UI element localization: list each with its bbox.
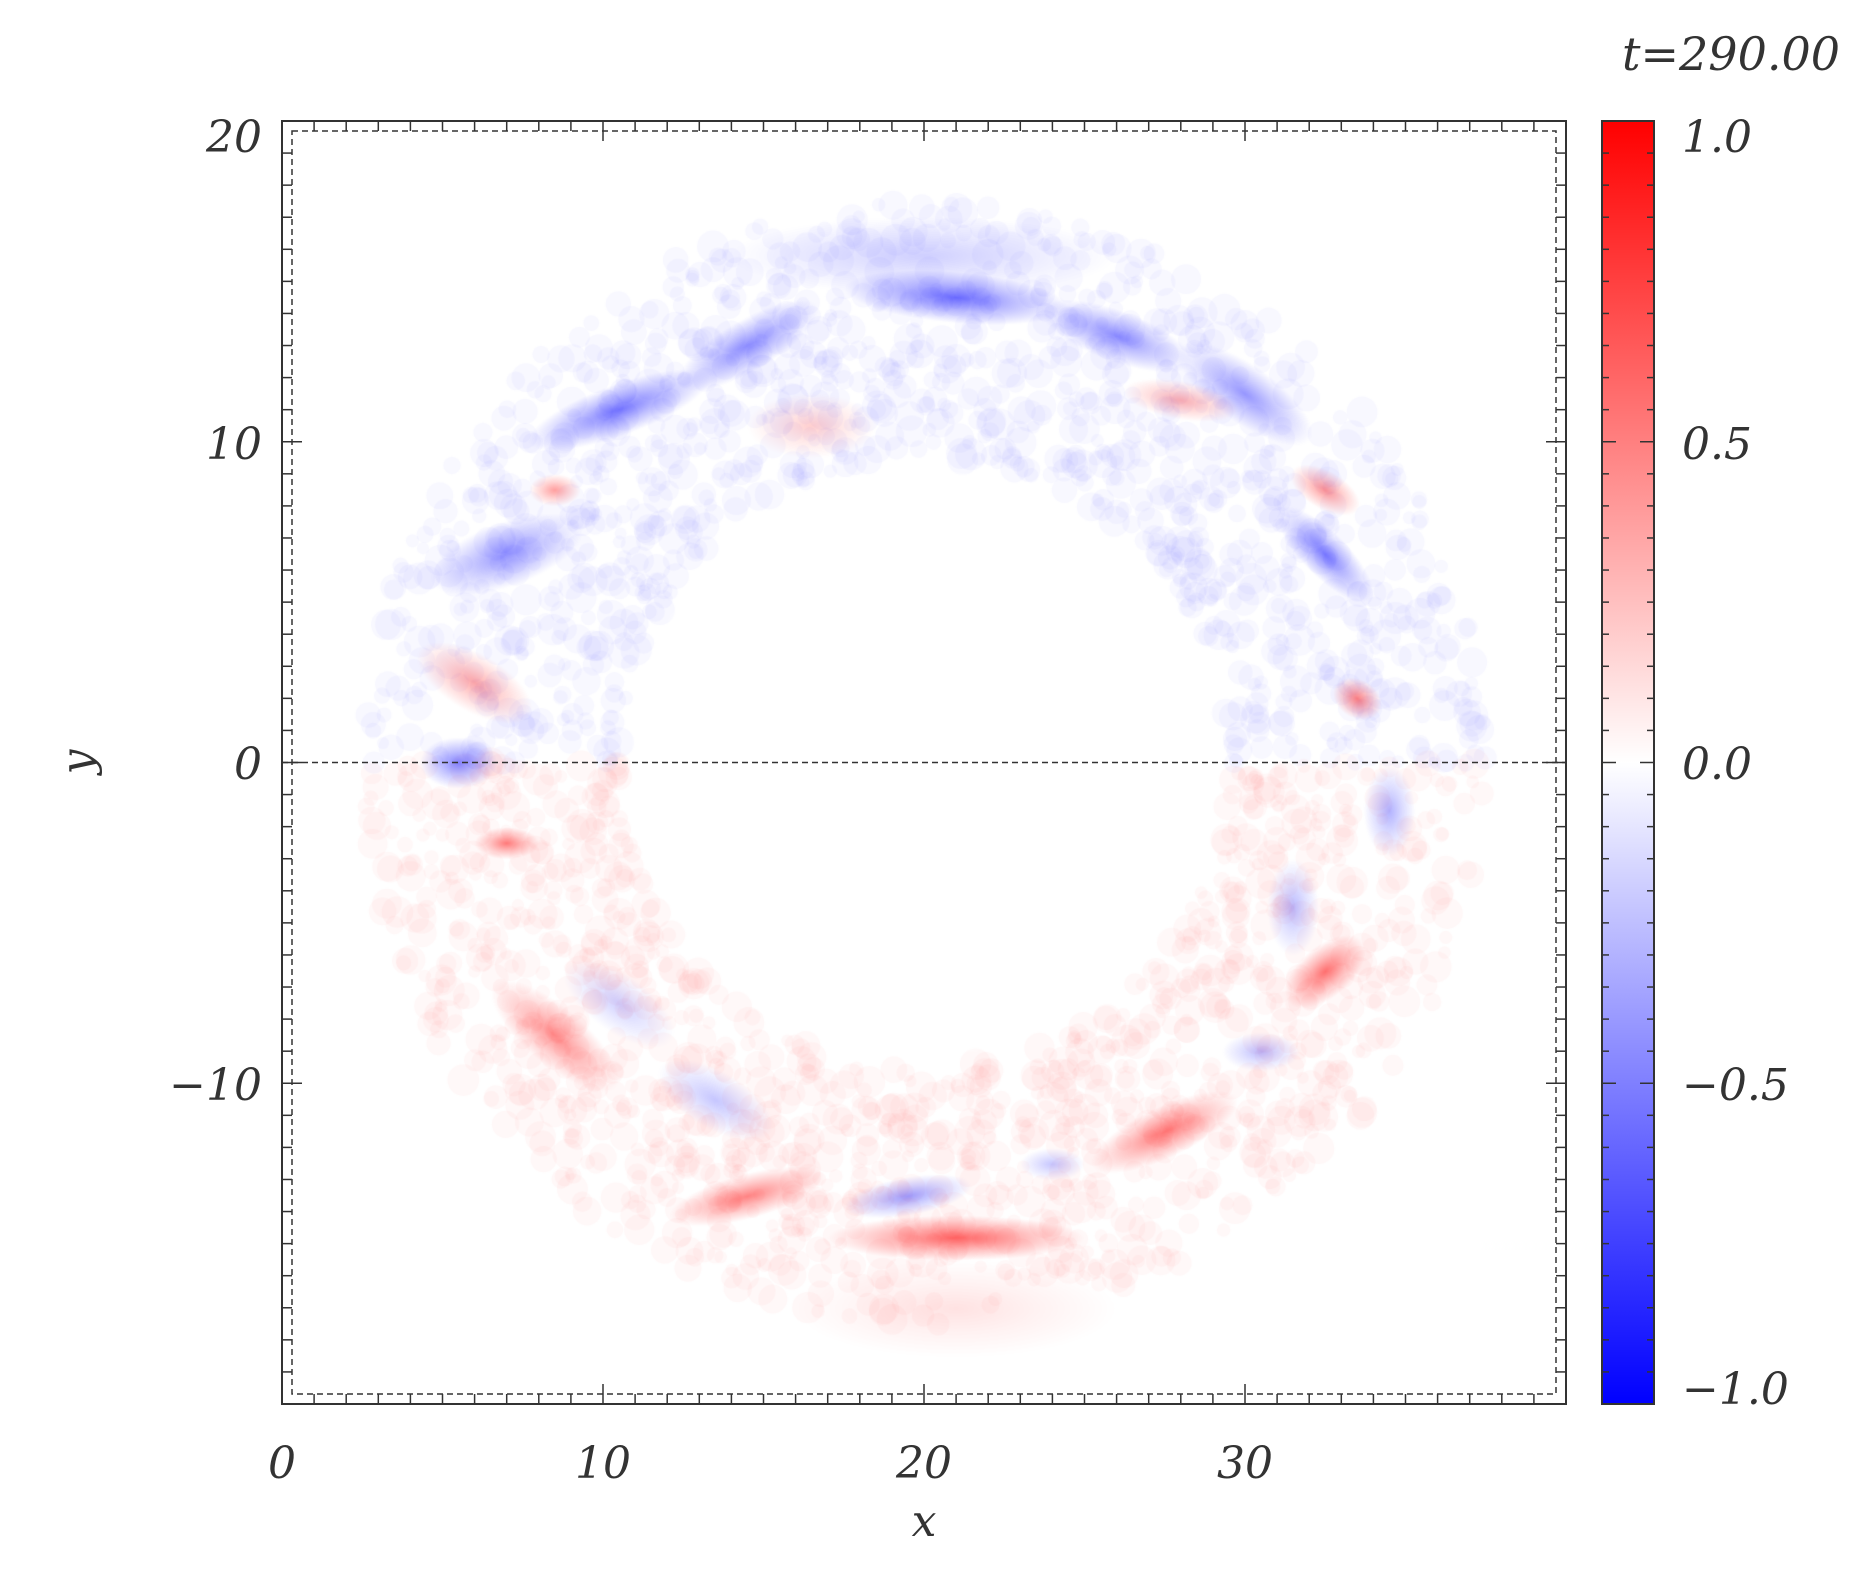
y-tick-labels: −10 0 10 20 [169, 112, 262, 1111]
x-tick-label: 30 [1217, 1438, 1273, 1489]
colorbar-tick-label: −0.5 [1682, 1060, 1789, 1111]
colorbar-ticks [1602, 120, 1654, 1405]
x-tick-label: 10 [575, 1438, 631, 1489]
colorbar-tick-label: 1.0 [1682, 112, 1752, 163]
y-tick-label: 0 [234, 739, 262, 790]
y-tick-label: −10 [169, 1060, 262, 1111]
x-tick-labels: 0 10 20 30 [268, 1438, 1273, 1489]
x-axis-label: x [912, 1496, 937, 1547]
x-tick-label: 0 [268, 1438, 296, 1489]
colorbar-tick-label: 0.5 [1682, 419, 1752, 470]
colorbar-tick-label: −1.0 [1682, 1364, 1789, 1415]
y-tick-label: 10 [206, 419, 262, 470]
x-tick-label: 20 [895, 1438, 952, 1489]
time-title: t=290.00 [1622, 27, 1840, 81]
y-axis-label: y [52, 748, 103, 776]
axis-ticks [281, 120, 1567, 1405]
colorbar-tick-labels: 1.0 0.5 0.0 −0.5 −1.0 [1682, 112, 1789, 1415]
colorbar-tick-label: 0.0 [1682, 739, 1752, 790]
y-tick-label: 20 [205, 112, 262, 163]
